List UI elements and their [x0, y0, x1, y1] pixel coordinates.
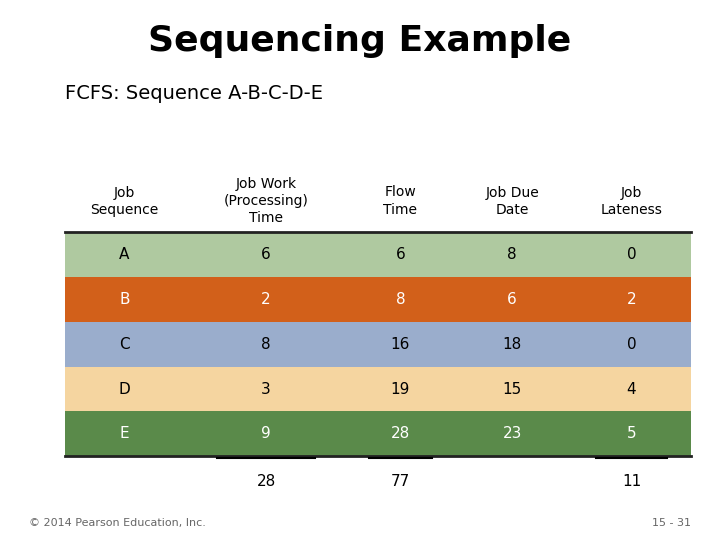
Text: 15: 15: [503, 382, 522, 396]
Text: 2: 2: [261, 292, 271, 307]
Text: 5: 5: [626, 427, 636, 441]
Text: D: D: [119, 382, 130, 396]
Text: 19: 19: [391, 382, 410, 396]
Text: Job
Sequence: Job Sequence: [90, 186, 158, 217]
Text: 6: 6: [395, 247, 405, 262]
Text: 2: 2: [626, 292, 636, 307]
Text: E: E: [120, 427, 130, 441]
Text: 9: 9: [261, 427, 271, 441]
Text: 4: 4: [626, 382, 636, 396]
Text: 6: 6: [261, 247, 271, 262]
Text: 16: 16: [391, 337, 410, 352]
Text: A: A: [120, 247, 130, 262]
Text: Job Due
Date: Job Due Date: [485, 186, 539, 217]
Text: Sequencing Example: Sequencing Example: [148, 24, 572, 58]
Text: 28: 28: [391, 427, 410, 441]
Text: C: C: [119, 337, 130, 352]
Text: 3: 3: [261, 382, 271, 396]
Text: © 2014 Pearson Education, Inc.: © 2014 Pearson Education, Inc.: [29, 518, 206, 528]
Text: 8: 8: [395, 292, 405, 307]
Text: FCFS: Sequence A-B-C-D-E: FCFS: Sequence A-B-C-D-E: [65, 84, 323, 103]
Text: Job
Lateness: Job Lateness: [600, 186, 662, 217]
Text: 28: 28: [256, 474, 276, 489]
Text: 8: 8: [508, 247, 517, 262]
Text: 23: 23: [503, 427, 522, 441]
Text: 18: 18: [503, 337, 522, 352]
Text: Job Work
(Processing)
Time: Job Work (Processing) Time: [224, 177, 309, 226]
Text: 11: 11: [622, 474, 642, 489]
Text: 77: 77: [391, 474, 410, 489]
Text: 6: 6: [508, 292, 517, 307]
Text: B: B: [120, 292, 130, 307]
Text: 8: 8: [261, 337, 271, 352]
Text: Flow
Time: Flow Time: [383, 186, 418, 217]
Text: 15 - 31: 15 - 31: [652, 518, 691, 528]
Text: 0: 0: [626, 247, 636, 262]
Text: 0: 0: [626, 337, 636, 352]
